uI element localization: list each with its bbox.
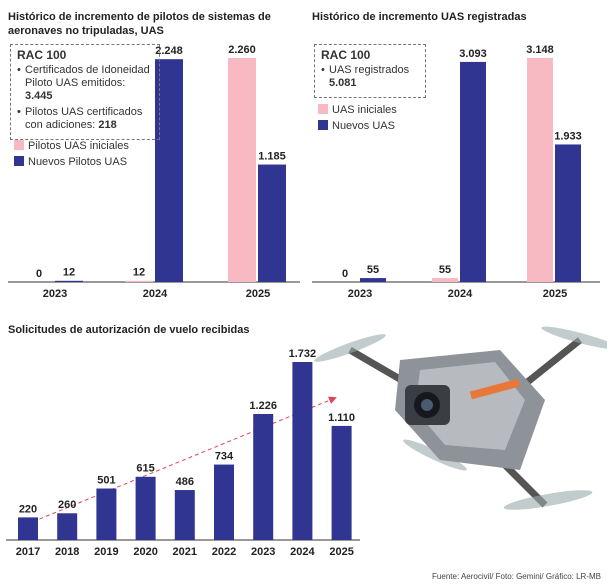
x-tick-label: 2024 [143,288,168,300]
notes-heading: RAC 100 [321,48,371,62]
legend: Pilotos UAS iniciales Nuevos Pilotos UAS [14,138,129,170]
chart-title: Histórico de incremento de pilotos de si… [8,11,271,37]
legend-label: UAS iniciales [332,104,397,116]
value-label: 2.260 [228,44,256,56]
legend-item: Nuevos UAS [318,118,397,134]
x-tick-label: 2024 [448,288,473,300]
value-label: 3.093 [459,48,487,60]
bar [253,414,274,540]
value-label: 1.185 [258,150,286,162]
notes-item: UAS registrados 5.081 [321,64,419,90]
bar [527,58,553,282]
x-tick-label: 2020 [133,546,157,558]
notes-item: Pilotos UAS certificados con adiciones: … [17,106,153,132]
legend-swatch [318,120,328,130]
chart-title: Solicitudes de autorización de vuelo rec… [8,324,250,336]
value-label: 0 [342,268,348,280]
legend-label: Nuevos Pilotos UAS [28,156,128,168]
bar [174,490,195,540]
bar [228,58,256,282]
x-tick-label: 2023 [251,546,275,558]
trend-arrow [19,396,337,528]
legend-item: Pilotos UAS iniciales [14,138,129,154]
x-tick-label: 2022 [212,546,236,558]
legend-swatch [14,140,24,150]
bar [258,164,286,282]
value-label: 486 [176,476,194,488]
bar [292,362,313,540]
value-label: 1.110 [328,412,355,424]
value-label: 220 [19,503,37,515]
notes-item: Certificados de Idoneidad Piloto UAS emi… [17,64,153,103]
value-label: 260 [58,499,76,511]
x-tick-label: 2023 [348,288,372,300]
legend-swatch [14,156,24,166]
x-tick-label: 2024 [290,546,315,558]
x-tick-label: 2025 [329,546,353,558]
bar [55,280,83,282]
x-tick-label: 2023 [43,288,67,300]
value-label: 615 [136,463,154,475]
bar [360,278,386,282]
notes-value: 3.445 [25,90,53,102]
x-tick-label: 2019 [94,546,118,558]
value-label: 501 [97,474,115,486]
source: Fuente: Aerocivil/ Foto: Gemini/ Gráfico… [432,572,601,581]
notes-text: Certificados de Idoneidad Piloto UAS emi… [25,64,150,89]
value-label: 734 [215,450,234,462]
value-label: 0 [36,268,42,280]
notes-value: 218 [98,119,117,131]
value-label: 1.933 [554,130,582,142]
value-label: 3.148 [526,44,554,56]
bar [125,280,153,282]
chart-title: Histórico de incremento UAS registradas [312,11,527,23]
notes-box: RAC 100 UAS registrados 5.081 [314,44,426,98]
x-tick-label: 2017 [16,546,40,558]
value-label: 12 [133,267,145,279]
bar [135,476,156,540]
notes-text: UAS registrados [329,64,410,76]
bar [555,144,581,282]
value-label: 1.732 [289,348,317,360]
bar [331,425,352,540]
notes-heading: RAC 100 [17,48,67,62]
legend-label: Nuevos UAS [332,120,395,132]
bar [432,278,458,282]
legend-item: Nuevos Pilotos UAS [14,154,129,170]
bar [214,464,234,540]
notes-text: Pilotos UAS certificados con adiciones: [25,106,143,131]
bar [57,513,78,540]
value-label: 2.248 [155,45,183,57]
legend-label: Pilotos UAS iniciales [28,140,129,152]
x-tick-label: 2021 [173,546,197,558]
legend: UAS iniciales Nuevos UAS [318,102,397,134]
value-label: 12 [63,267,75,279]
x-tick-label: 2025 [246,288,270,300]
x-tick-label: 2018 [55,546,79,558]
value-label: 55 [367,264,379,276]
drone [314,326,607,510]
bar [18,517,38,540]
bar [96,488,117,540]
legend-swatch [318,104,328,114]
legend-item: UAS iniciales [318,102,397,118]
notes-box: RAC 100 Certificados de Idoneidad Piloto … [10,44,160,140]
bar [460,61,486,282]
value-label: 55 [439,264,451,276]
value-label: 1.226 [249,400,277,412]
x-tick-label: 2025 [543,288,567,300]
notes-value: 5.081 [329,77,357,89]
